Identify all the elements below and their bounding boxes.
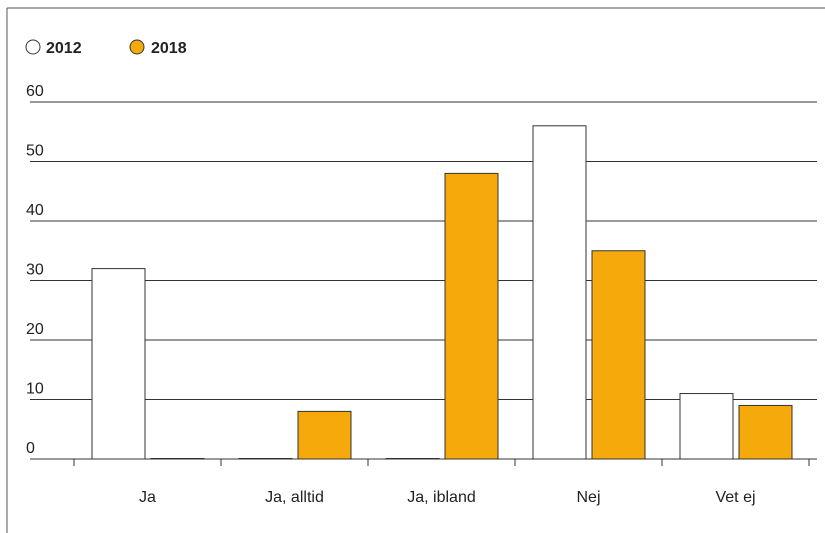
y-axis-tick-labels: 0 10 20 30 40 50 60	[26, 83, 44, 457]
x-tick-label: Vet ej	[715, 489, 755, 506]
y-tick-label: 50	[26, 143, 44, 160]
y-tick-label: 30	[26, 262, 44, 279]
x-axis-tick-labels: Ja Ja, alltid Ja, ibland Nej Vet ej	[139, 489, 755, 506]
x-tick-label: Nej	[576, 489, 600, 506]
y-tick-label: 60	[26, 83, 44, 100]
y-tick-label: 0	[26, 440, 35, 457]
legend: 2012 2018	[25, 39, 187, 57]
legend-label-2012: 2012	[46, 40, 82, 57]
bar-2012-4	[679, 393, 734, 460]
gridlines	[30, 101, 817, 400]
bar-2018-3	[591, 250, 646, 460]
x-tick-label: Ja, alltid	[265, 489, 324, 506]
x-tick-label: Ja	[139, 489, 156, 506]
legend-swatch-2012	[25, 39, 41, 55]
bar-2018-1	[297, 410, 352, 460]
legend-label-2018: 2018	[151, 40, 187, 57]
bar-2012-3	[532, 125, 587, 460]
bar-2012-0	[91, 268, 146, 460]
x-tick-label: Ja, ibland	[407, 489, 476, 506]
bars	[91, 125, 793, 460]
legend-swatch-2018	[129, 39, 145, 55]
y-tick-label: 40	[26, 202, 44, 219]
y-tick-label: 10	[26, 381, 44, 398]
bar-2018-2	[444, 172, 499, 460]
x-axis	[30, 458, 817, 466]
bar-2018-4	[738, 404, 793, 460]
y-tick-label: 20	[26, 321, 44, 338]
